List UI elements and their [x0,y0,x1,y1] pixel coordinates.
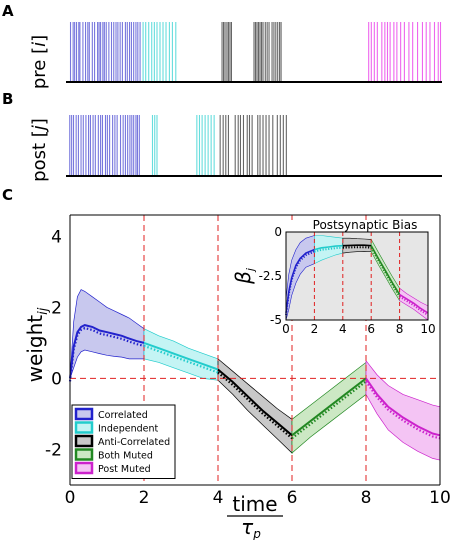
inset-frame [285,231,429,321]
inset-line-theory-both-muted [370,247,401,298]
inset-line-both-muted [370,245,401,295]
line-theory-independent [143,344,219,374]
legend-label-correlated: Correlated [98,410,148,421]
inset-line-theory-post-muted [399,295,429,316]
inset-x-tick-label: 4 [339,322,347,336]
line-correlated [69,324,145,379]
line-independent [143,341,219,371]
band-correlated [69,289,145,379]
band-post-muted [365,359,441,461]
legend-label-post-muted: Post Muted [98,464,151,475]
inset-line-post-muted [399,293,429,314]
inset-x-tick-label: 0 [282,322,290,336]
line-theory-both-muted [291,380,367,440]
panel-letter-b: B [2,90,13,108]
inset-x-tick-label: 2 [311,322,319,336]
legend: Correlated Independent Anti-Correlated Both… [71,404,176,479]
line-theory-correlated [68,326,145,382]
x-tick-label: 8 [361,488,372,508]
inset-y-tick-label: -5 [270,313,282,327]
band-independent [143,328,219,381]
panel-letter-a: A [2,2,14,20]
inset-line-theory-anti-correlated [342,246,372,249]
raster-a-ylabel: pre [i] [29,35,50,89]
panel-letter-c: C [2,186,13,204]
x-axis-label: time [232,492,277,516]
bias-inset-chart: Postsynaptic Bias 0 2 4 6 8 10 0 -2.5 -5 βj [231,218,436,336]
line-anti-correlated [217,368,293,437]
y-tick-label: -2 [45,440,62,460]
x-tick-label: 0 [65,488,76,508]
line-both-muted [291,377,367,437]
legend-swatch-both-muted [74,448,94,461]
legend-swatch-anti-correlated [74,434,94,448]
inset-line-anti-correlated [342,244,372,247]
raster-post [69,115,287,175]
x-tick-label: 6 [287,488,298,508]
line-post-muted [365,377,441,437]
inset-line-theory-correlated [285,250,315,316]
inset-x-tick-label: 8 [396,322,404,336]
inset-line-independent [314,244,343,251]
inset-x-tick-label: 6 [367,322,375,336]
x-tick-label: 4 [213,488,224,508]
y-tick-label: 0 [51,369,62,389]
inset-x-tick-label: 10 [420,322,435,336]
y-axis-label: weightij [23,307,51,382]
inset-title: Postsynaptic Bias [313,218,418,232]
inset-y-tick-label: -2.5 [259,269,282,283]
inset-y-axis-label: βj [231,267,257,285]
raster-pre [69,22,442,81]
y-tick-label: 2 [51,298,62,318]
legend-label-independent: Independent [98,424,158,435]
line-theory-anti-correlated [217,371,293,440]
x-axis-label-denominator: τp [241,515,261,540]
inset-line-theory-independent [314,246,343,253]
line-theory-post-muted [365,380,441,440]
x-tick-label: 10 [429,488,451,508]
legend-swatch-post-muted [74,461,94,475]
legend-label-both-muted: Both Muted [98,451,153,462]
legend-label-anti-correlated: Anti-Correlated [98,437,170,448]
legend-swatch-independent [74,421,94,434]
x-tick-label: 2 [139,488,150,508]
legend-swatch-correlated [74,407,94,421]
inset-y-tick-label: 0 [274,225,282,239]
raster-b-ylabel: post [j] [29,118,50,182]
y-tick-label: 4 [51,227,62,247]
